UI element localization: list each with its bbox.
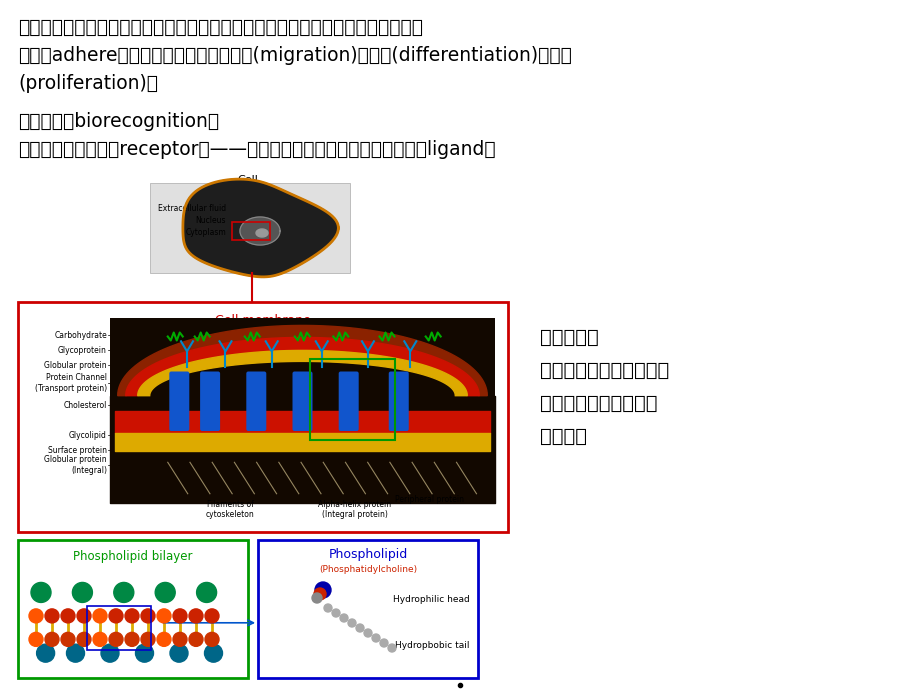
- Circle shape: [173, 609, 187, 623]
- Circle shape: [323, 604, 332, 612]
- Circle shape: [340, 614, 347, 622]
- FancyBboxPatch shape: [110, 318, 494, 503]
- Text: Filaments of
cytoskeleton: Filaments of cytoskeleton: [206, 500, 254, 520]
- Circle shape: [205, 632, 219, 647]
- Polygon shape: [118, 326, 487, 395]
- Text: (proliferation)。: (proliferation)。: [18, 74, 158, 93]
- FancyBboxPatch shape: [18, 540, 248, 678]
- FancyBboxPatch shape: [200, 371, 220, 431]
- Circle shape: [66, 644, 85, 662]
- Text: Surface protein: Surface protein: [48, 446, 107, 455]
- Circle shape: [29, 632, 43, 647]
- Circle shape: [314, 582, 331, 598]
- Circle shape: [93, 632, 107, 647]
- Text: Carbohydrate: Carbohydrate: [54, 331, 107, 339]
- FancyBboxPatch shape: [18, 302, 507, 532]
- Polygon shape: [255, 229, 267, 237]
- Text: 细胞膜表面的受体（receptor）——细胞外与其相对应的信号分子配体（ligand）: 细胞膜表面的受体（receptor）——细胞外与其相对应的信号分子配体（liga…: [18, 140, 495, 159]
- Circle shape: [347, 619, 356, 627]
- Circle shape: [313, 588, 325, 600]
- Text: Globular protein: Globular protein: [44, 455, 107, 464]
- Circle shape: [197, 582, 216, 602]
- Text: (Phosphatidylcholine): (Phosphatidylcholine): [319, 565, 416, 574]
- Circle shape: [114, 582, 133, 602]
- Text: 细胞膜外层的寡糖外被、: 细胞膜外层的寡糖外被、: [539, 361, 668, 380]
- Circle shape: [101, 644, 119, 662]
- Text: (Integral): (Integral): [71, 466, 107, 475]
- FancyBboxPatch shape: [257, 540, 478, 678]
- Circle shape: [312, 593, 322, 603]
- Text: Hydropbobic tail: Hydropbobic tail: [395, 640, 470, 649]
- Circle shape: [77, 632, 91, 647]
- Polygon shape: [240, 217, 279, 245]
- FancyBboxPatch shape: [169, 371, 189, 431]
- FancyBboxPatch shape: [292, 371, 312, 431]
- Circle shape: [380, 639, 388, 647]
- FancyBboxPatch shape: [150, 183, 349, 273]
- Text: (Transport protein): (Transport protein): [35, 384, 107, 393]
- Circle shape: [141, 609, 154, 623]
- Circle shape: [45, 632, 59, 647]
- Text: 细胞与材料的相互作用是组织工程领域研究的重点领域之一，细胞必须首先与材料: 细胞与材料的相互作用是组织工程领域研究的重点领域之一，细胞必须首先与材料: [18, 18, 423, 37]
- Text: 表层溶胶: 表层溶胶: [539, 427, 586, 446]
- Circle shape: [45, 609, 59, 623]
- Circle shape: [61, 609, 75, 623]
- Text: Cholesterol: Cholesterol: [63, 400, 107, 409]
- Text: Protein Channel: Protein Channel: [46, 373, 107, 382]
- Circle shape: [356, 624, 364, 632]
- Text: Cytoplasm: Cytoplasm: [185, 228, 226, 237]
- Polygon shape: [183, 179, 338, 277]
- Circle shape: [155, 582, 175, 602]
- Circle shape: [29, 609, 43, 623]
- Circle shape: [37, 644, 54, 662]
- Circle shape: [332, 609, 340, 617]
- Circle shape: [170, 644, 187, 662]
- FancyBboxPatch shape: [338, 371, 358, 431]
- Text: Phospholipid bilayer: Phospholipid bilayer: [74, 550, 193, 563]
- Text: Phospholipid: Phospholipid: [328, 548, 407, 561]
- Circle shape: [108, 609, 123, 623]
- Text: Nucleus: Nucleus: [196, 215, 226, 224]
- Circle shape: [135, 644, 153, 662]
- Circle shape: [125, 609, 139, 623]
- Text: Hydrophilic head: Hydrophilic head: [392, 595, 470, 604]
- Text: 生物识别（biorecognition）: 生物识别（biorecognition）: [18, 112, 219, 131]
- Circle shape: [61, 632, 75, 647]
- Circle shape: [157, 609, 171, 623]
- Circle shape: [204, 644, 222, 662]
- Circle shape: [125, 632, 139, 647]
- Text: Peripheral protein: Peripheral protein: [395, 495, 464, 504]
- Text: Globular protein: Globular protein: [44, 360, 107, 370]
- Text: Cell: Cell: [237, 175, 258, 185]
- Circle shape: [364, 629, 371, 637]
- Circle shape: [141, 632, 154, 647]
- Text: Cell membrane: Cell membrane: [215, 314, 311, 327]
- Circle shape: [205, 609, 219, 623]
- Text: Glycoprotein: Glycoprotein: [58, 346, 107, 355]
- Polygon shape: [138, 351, 467, 395]
- Circle shape: [157, 632, 171, 647]
- Text: 粘附（adhere），才能进行下一步的迁移(migration)、分化(differentiation)和增殖: 粘附（adhere），才能进行下一步的迁移(migration)、分化(diff…: [18, 46, 572, 65]
- Circle shape: [77, 609, 91, 623]
- Circle shape: [93, 609, 107, 623]
- FancyBboxPatch shape: [389, 371, 408, 431]
- Circle shape: [188, 609, 203, 623]
- Text: 磷脂双份子层细胞膜、: 磷脂双份子层细胞膜、: [539, 394, 657, 413]
- Text: Alpha-helix protein
(Integral protein): Alpha-helix protein (Integral protein): [318, 500, 391, 520]
- Circle shape: [388, 644, 395, 652]
- Circle shape: [371, 634, 380, 642]
- Text: Glycolipid: Glycolipid: [69, 431, 107, 440]
- Circle shape: [173, 632, 187, 647]
- Circle shape: [108, 632, 123, 647]
- Text: Extracellular fluid: Extracellular fluid: [158, 204, 226, 213]
- Polygon shape: [126, 337, 479, 395]
- FancyBboxPatch shape: [246, 371, 266, 431]
- Text: 细胞表面：: 细胞表面：: [539, 328, 598, 347]
- Circle shape: [188, 632, 203, 647]
- Circle shape: [31, 582, 51, 602]
- Circle shape: [73, 582, 92, 602]
